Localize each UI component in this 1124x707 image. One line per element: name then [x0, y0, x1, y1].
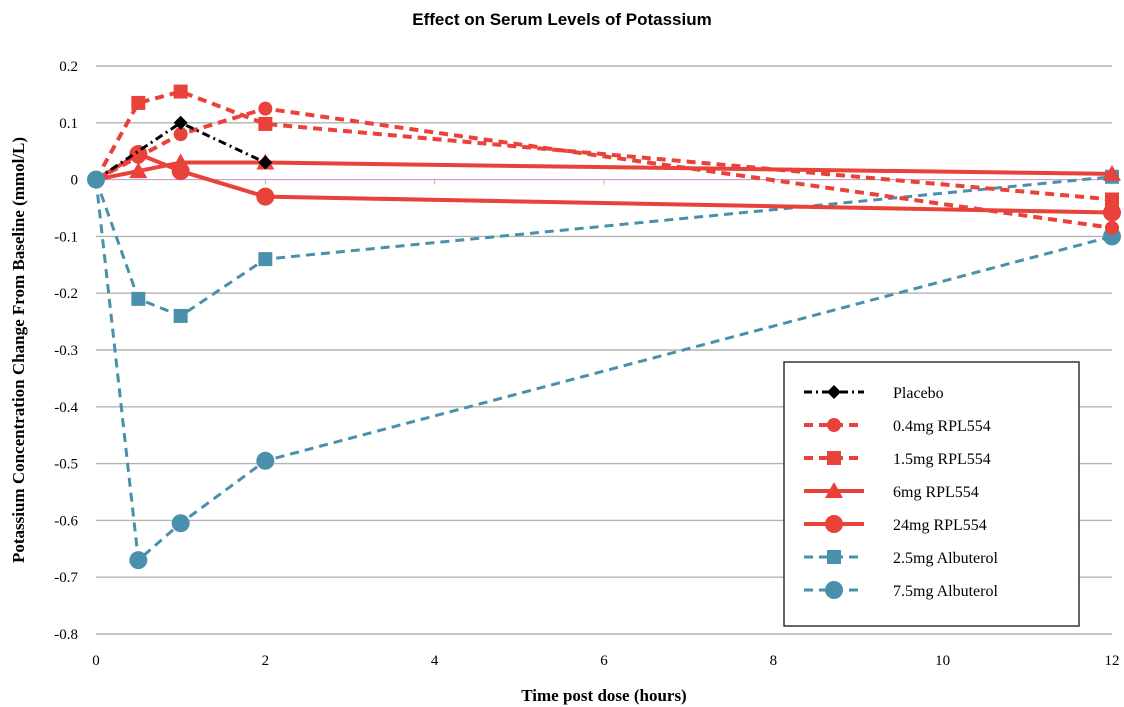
legend-item: 2.5mg Albuterol [804, 550, 998, 567]
data-point [256, 187, 275, 206]
y-tick-label: -0.7 [54, 570, 78, 586]
legend-label: Placebo [893, 385, 944, 402]
data-point [87, 170, 105, 189]
legend-item: 0.4mg RPL554 [804, 418, 991, 435]
data-point [131, 95, 146, 110]
data-point [1103, 203, 1121, 222]
legend-marker [825, 482, 843, 498]
legend-label: 2.5mg Albuterol [893, 550, 998, 567]
y-tick-label: -0.1 [54, 229, 78, 245]
legend: Placebo 0.4mg RPL554 1.5mg RPL554 6mg RPL55… [783, 361, 1080, 627]
data-point [258, 101, 273, 116]
data-point [173, 84, 188, 99]
legend-item: 6mg RPL554 [804, 482, 979, 501]
y-tick-label: -0.2 [54, 286, 78, 302]
y-tick-label: -0.4 [54, 400, 78, 416]
data-point [173, 127, 188, 142]
data-point [173, 115, 188, 130]
legend-marker [825, 515, 843, 533]
x-tick-label: 10 [935, 653, 950, 669]
legend-marker [827, 550, 841, 564]
y-tick-label: -0.8 [54, 627, 78, 643]
data-point [131, 291, 146, 306]
x-tick-label: 4 [431, 653, 439, 669]
data-point [258, 155, 273, 170]
x-tick-label: 8 [770, 653, 778, 669]
y-tick-label: -0.3 [54, 343, 78, 359]
legend-marker [827, 451, 841, 465]
data-point [129, 551, 148, 570]
x-axis-label: Time post dose (hours) [521, 686, 686, 705]
data-point [1105, 220, 1119, 235]
legend-label: 1.5mg RPL554 [893, 451, 991, 468]
series-line [95, 160, 1113, 182]
legend-marker [827, 385, 841, 399]
x-tick-labels: 0 2 4 6 8 10 12 [92, 653, 1119, 669]
series-1-5mg-rpl554 [94, 84, 1119, 207]
legend-label: 6mg RPL554 [893, 484, 979, 501]
data-point [258, 116, 273, 131]
series-7-5mg-albuterol [94, 179, 1121, 570]
data-point [256, 451, 275, 470]
legend-item: 7.5mg Albuterol [804, 581, 998, 600]
data-point [171, 162, 190, 181]
legend-item: 1.5mg RPL554 [804, 451, 991, 468]
data-point [1103, 164, 1121, 181]
y-tick-label: -0.5 [54, 457, 78, 473]
legend-item: 24mg RPL554 [804, 515, 987, 534]
legend-marker [827, 418, 841, 432]
x-tick-label: 12 [1105, 653, 1120, 669]
x-tick-label: 2 [262, 653, 270, 669]
y-tick-label: -0.6 [54, 513, 78, 529]
y-tick-labels: 0.2 0.1 0 -0.1 -0.2 -0.3 -0.4 -0.5 -0.6 -0.7 -0.8 [54, 59, 78, 643]
data-point [173, 308, 188, 323]
data-point [129, 162, 148, 179]
y-tick-label: 0.1 [59, 116, 78, 132]
y-tick-label: 0 [71, 173, 79, 189]
data-point [258, 252, 273, 267]
legend-label: 0.4mg RPL554 [893, 418, 991, 435]
legend-label: 7.5mg Albuterol [893, 583, 998, 600]
chart-title: Effect on Serum Levels of Potassium [412, 10, 711, 29]
legend-label: 24mg RPL554 [893, 517, 987, 534]
x-tick-label: 6 [600, 653, 608, 669]
series-placebo [95, 115, 273, 181]
data-point [171, 514, 190, 533]
y-tick-label: 0.2 [59, 59, 78, 75]
x-tick-label: 0 [92, 653, 100, 669]
series-line [95, 121, 266, 181]
legend-item: Placebo [804, 385, 944, 402]
series-0-4mg-rpl554 [95, 101, 1119, 235]
legend-marker [825, 581, 843, 599]
data-series [87, 84, 1121, 570]
data-point [131, 149, 146, 164]
data-point [1105, 192, 1119, 207]
series-line [94, 175, 1113, 318]
y-axis-label: Potassium Concentration Change From Base… [9, 137, 28, 563]
